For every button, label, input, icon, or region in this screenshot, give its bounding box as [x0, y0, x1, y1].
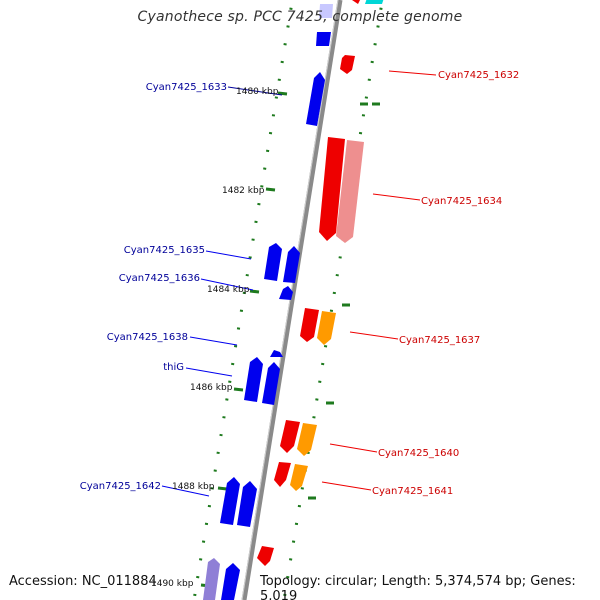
gene-cyan7425-1635a — [264, 243, 282, 281]
gene-bottom-blue — [221, 563, 240, 600]
gene-label-cyan7425-1633[interactable]: Cyan7425_1633 — [146, 82, 227, 93]
gene-bottom-red — [257, 546, 274, 566]
gene-bottom-light — [203, 558, 220, 600]
gene-cyan7425-1637b — [317, 311, 336, 345]
gene-label-cyan7425-1642[interactable]: Cyan7425_1642 — [80, 481, 161, 492]
genome-backbone-highlight — [241, 0, 339, 600]
kbp-label-1482: 1482 kbp — [222, 186, 265, 196]
gene-thiG-b — [262, 362, 280, 405]
gene-cyan7425-1632 — [340, 55, 355, 74]
gene-label-thiG[interactable]: thiG — [163, 362, 184, 373]
reverse-genes — [257, 0, 384, 566]
gene-cyan7425-1635b — [283, 246, 300, 283]
gene-cyan7425-1637a — [300, 308, 319, 342]
gene-cyan7425-1634a — [319, 137, 345, 241]
gene-cyan7425-1641a — [274, 462, 291, 487]
gene-cyan7425-1642a — [220, 477, 240, 525]
gene-label-cyan7425-1634[interactable]: Cyan7425_1634 — [421, 196, 502, 207]
gene-label-cyan7425-1638[interactable]: Cyan7425_1638 — [107, 332, 188, 343]
genome-backbone — [241, 0, 343, 600]
gene-top-red-fragment — [352, 0, 360, 4]
gene-cyan7425-1634b — [336, 140, 364, 243]
gene-label-cyan7425-1637[interactable]: Cyan7425_1637 — [399, 335, 480, 346]
gene-label-cyan7425-1636[interactable]: Cyan7425_1636 — [119, 273, 200, 284]
genome-title: Cyanothece sp. PCC 7425, complete genome — [137, 9, 463, 25]
gene-cyan7425-1636 — [279, 286, 293, 300]
kbp-label-1488: 1488 kbp — [172, 482, 215, 492]
gene-thiG-a — [244, 357, 263, 402]
kbp-label-1486: 1486 kbp — [190, 383, 233, 393]
label-leader-lines — [161, 70, 437, 497]
kbp-tick-marks — [200, 91, 380, 588]
kbp-label-1484: 1484 kbp — [207, 285, 250, 295]
gene-cyan7425-1641b — [290, 464, 308, 491]
accession-text: Accession: NC_011884 — [9, 574, 157, 589]
kbp-label-1490: 1490 kbp — [151, 579, 194, 589]
forward-genes — [203, 4, 333, 600]
topology-text: Topology: circular; Length: 5,374,574 bp… — [260, 574, 576, 600]
gene-top-light-fragment — [319, 4, 333, 18]
gene-cyan7425-1640b — [297, 423, 317, 456]
ruler-track-right — [282, 0, 384, 600]
kbp-label-1480: 1480 kbp — [236, 87, 279, 97]
gene-cyan7425-1631-fragment — [316, 32, 331, 46]
gene-cyan7425-1633 — [306, 72, 325, 126]
gene-cyan7425-1640a — [280, 420, 300, 453]
gene-label-cyan7425-1632[interactable]: Cyan7425_1632 — [438, 70, 519, 81]
gene-label-cyan7425-1635[interactable]: Cyan7425_1635 — [124, 245, 205, 256]
gene-label-cyan7425-1640[interactable]: Cyan7425_1640 — [378, 448, 459, 459]
gene-label-cyan7425-1641[interactable]: Cyan7425_1641 — [372, 486, 453, 497]
gene-top-cyan — [365, 0, 384, 4]
gene-cyan7425-1642b — [237, 481, 257, 527]
gene-cyan7425-1638 — [270, 350, 283, 357]
